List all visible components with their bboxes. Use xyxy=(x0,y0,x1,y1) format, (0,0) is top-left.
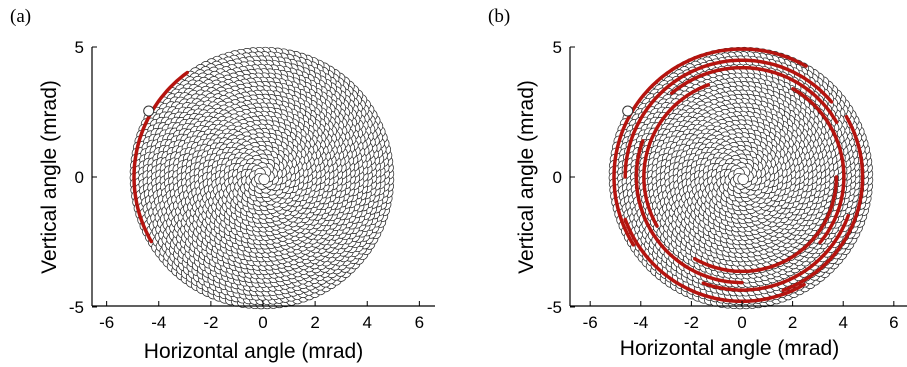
x-tick-label: 0 xyxy=(737,313,746,332)
x-tick-label: -2 xyxy=(684,313,699,332)
y-axis-title: Vertical angle (mrad) xyxy=(38,80,61,274)
x-tick-label: -6 xyxy=(583,313,598,332)
x-tick-label: 2 xyxy=(788,313,797,332)
start-marker xyxy=(622,105,634,117)
panel-a: -6 -4 -2 0 2 4 6 5 0 -5 Horizontal angle (mrad) Ver… xyxy=(38,38,435,363)
y-tick-label: 0 xyxy=(553,168,562,187)
beam-footprint xyxy=(737,173,749,185)
y-tick-label: 5 xyxy=(553,38,562,57)
beam-footprint xyxy=(258,173,270,185)
x-tick-label: -6 xyxy=(99,313,114,332)
x-tick-label: 4 xyxy=(838,313,847,332)
x-tick-label: 0 xyxy=(258,313,267,332)
panel-b: -6 -4 -2 0 2 4 6 5 0 -5 Horizontal angle (mrad) Ver… xyxy=(515,38,907,360)
highlight-segment xyxy=(132,70,189,244)
y-axis-title: Vertical angle (mrad) xyxy=(515,80,538,274)
x-tick-label: 2 xyxy=(310,313,319,332)
x-tick-label: 6 xyxy=(889,313,898,332)
x-axis-title: Horizontal angle (mrad) xyxy=(144,340,363,363)
x-tick-label: -2 xyxy=(203,313,218,332)
y-tick-label: -5 xyxy=(69,298,84,317)
start-marker xyxy=(143,105,155,117)
x-tick-label: 6 xyxy=(415,313,424,332)
spiral-footprints xyxy=(129,46,395,310)
y-tick-label: 0 xyxy=(75,168,84,187)
y-tick-label: 5 xyxy=(75,38,84,57)
x-tick-label: -4 xyxy=(633,313,648,332)
y-tick-label: -5 xyxy=(547,298,562,317)
x-tick-label: -4 xyxy=(151,313,166,332)
highlight-segments xyxy=(132,70,189,244)
x-tick-label: 4 xyxy=(363,313,372,332)
panel-label-a: (a) xyxy=(10,6,32,27)
panel-label-b: (b) xyxy=(488,6,511,27)
x-axis-title: Horizontal angle (mrad) xyxy=(620,337,839,360)
